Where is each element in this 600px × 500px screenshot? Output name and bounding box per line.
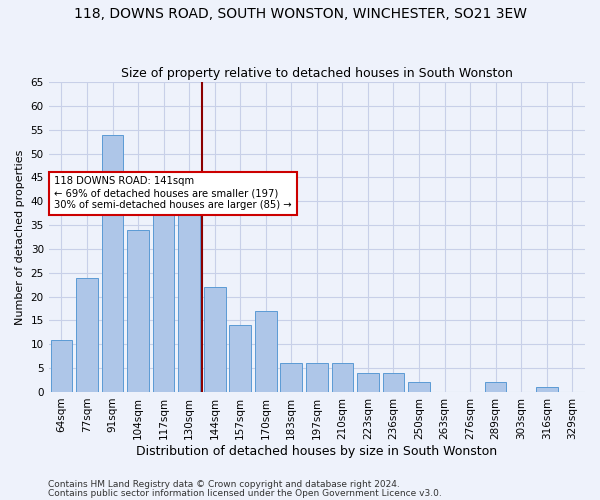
Text: Contains public sector information licensed under the Open Government Licence v3: Contains public sector information licen… [48, 488, 442, 498]
Bar [280, 364, 302, 392]
Bar [485, 382, 506, 392]
Text: 118, DOWNS ROAD, SOUTH WONSTON, WINCHESTER, SO21 3EW: 118, DOWNS ROAD, SOUTH WONSTON, WINCHEST… [74, 8, 527, 22]
Bar [306, 364, 328, 392]
Text: Contains HM Land Registry data © Crown copyright and database right 2024.: Contains HM Land Registry data © Crown c… [48, 480, 400, 489]
Bar [76, 278, 98, 392]
Bar [178, 187, 200, 392]
Bar [536, 387, 557, 392]
Bar [50, 340, 72, 392]
Bar [101, 134, 124, 392]
Y-axis label: Number of detached properties: Number of detached properties [15, 150, 25, 324]
Text: 118 DOWNS ROAD: 141sqm
← 69% of detached houses are smaller (197)
30% of semi-de: 118 DOWNS ROAD: 141sqm ← 69% of detached… [54, 176, 292, 210]
Bar [408, 382, 430, 392]
Bar [229, 325, 251, 392]
Bar [127, 230, 149, 392]
Bar [357, 373, 379, 392]
Bar [153, 192, 175, 392]
X-axis label: Distribution of detached houses by size in South Wonston: Distribution of detached houses by size … [136, 444, 497, 458]
Title: Size of property relative to detached houses in South Wonston: Size of property relative to detached ho… [121, 66, 513, 80]
Bar [255, 311, 277, 392]
Bar [383, 373, 404, 392]
Bar [332, 364, 353, 392]
Bar [204, 287, 226, 392]
